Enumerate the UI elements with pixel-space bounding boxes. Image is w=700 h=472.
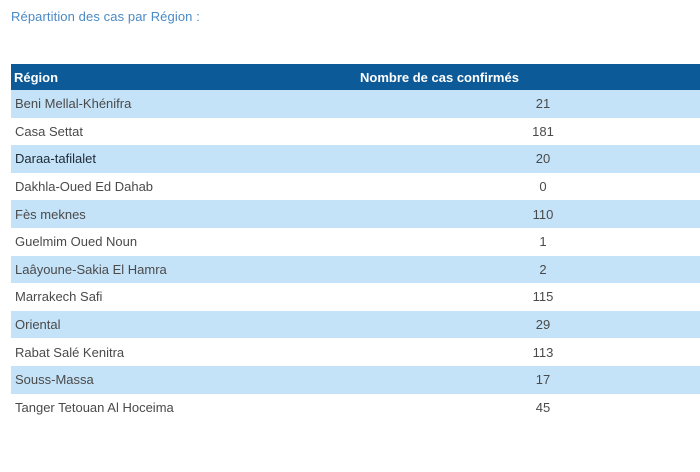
cases-cell: 1 xyxy=(539,234,547,250)
region-cell: Beni Mellal-Khénifra xyxy=(15,96,132,112)
table-row: Tanger Tetouan Al Hoceima 45 xyxy=(11,393,700,422)
region-cell: Casa Settat xyxy=(15,123,83,139)
cases-cell: 2 xyxy=(539,261,547,277)
table-header-row: Région Nombre de cas confirmés xyxy=(11,64,700,90)
cases-cell: 45 xyxy=(535,399,551,415)
cases-cell: 115 xyxy=(532,289,554,305)
table-row: Marrakech Safi 115 xyxy=(11,283,700,311)
region-cell: Fès meknes xyxy=(15,206,86,222)
region-cell: Rabat Salé Kenitra xyxy=(15,344,125,360)
cases-cell: 181 xyxy=(532,123,554,139)
cases-cell: 29 xyxy=(535,317,551,333)
table-row: Laâyoune-Sakia El Hamra 2 xyxy=(11,255,700,284)
table-row: Oriental 29 xyxy=(11,310,700,339)
region-cell: Laâyoune-Sakia El Hamra xyxy=(15,261,167,277)
cases-cell: 110 xyxy=(532,206,554,222)
table-row: Souss-Massa 17 xyxy=(11,365,700,394)
table-row: Guelmim Oued Noun 1 xyxy=(11,227,700,256)
region-cell: Tanger Tetouan Al Hoceima xyxy=(15,399,174,415)
cases-cell: 0 xyxy=(539,179,547,195)
page-heading: Répartition des cas par Région : xyxy=(11,9,200,24)
table-row: Daraa-tafilalet 20 xyxy=(11,145,700,173)
region-cell: Souss-Massa xyxy=(15,372,94,388)
table-row: Fès meknes 110 xyxy=(11,200,700,228)
cases-by-region-table: Région Nombre de cas confirmés Beni Mell… xyxy=(11,64,700,422)
cases-cell: 17 xyxy=(535,372,551,388)
column-header-region: Région xyxy=(14,69,59,85)
column-header-confirmed-cases: Nombre de cas confirmés xyxy=(360,69,519,85)
cases-cell: 113 xyxy=(532,344,554,360)
region-cell: Daraa-tafilalet xyxy=(15,151,96,167)
table-row: Rabat Salé Kenitra 113 xyxy=(11,338,700,366)
table-row: Beni Mellal-Khénifra 21 xyxy=(11,90,700,118)
region-cell: Marrakech Safi xyxy=(15,289,103,305)
region-cell: Oriental xyxy=(15,317,61,333)
cases-cell: 20 xyxy=(535,151,551,167)
cases-cell: 21 xyxy=(535,96,551,112)
region-cell: Guelmim Oued Noun xyxy=(15,234,138,250)
table-row: Dakhla-Oued Ed Dahab 0 xyxy=(11,172,700,201)
region-cell: Dakhla-Oued Ed Dahab xyxy=(15,179,154,195)
table-row: Casa Settat 181 xyxy=(11,117,700,146)
